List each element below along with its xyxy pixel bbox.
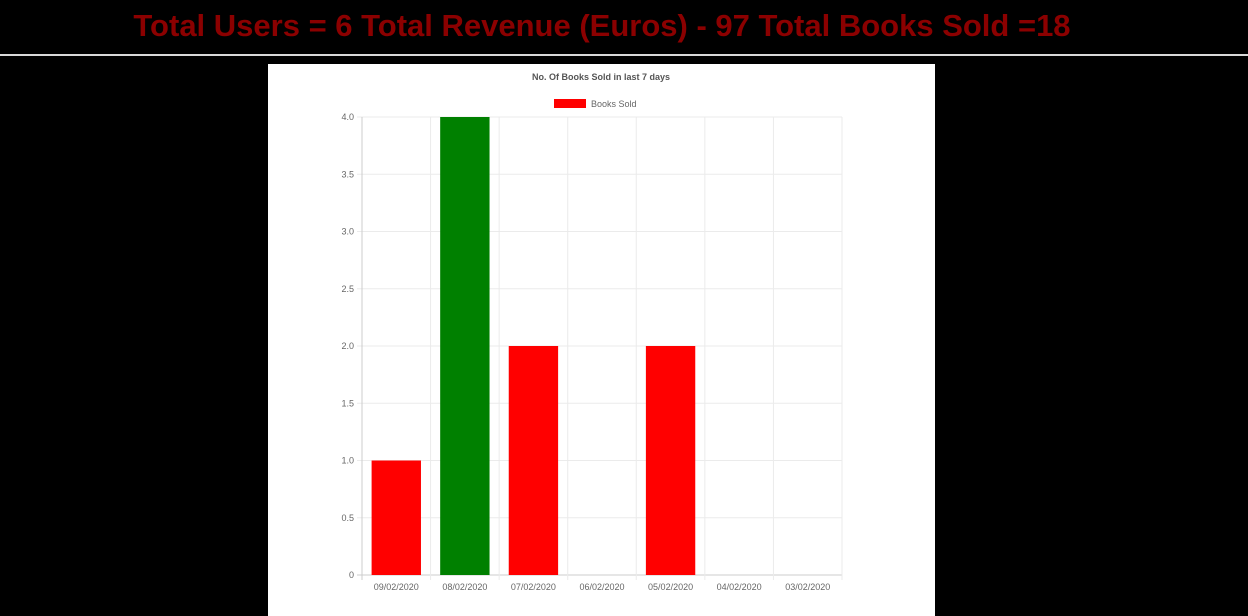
books-sold-chart-panel: No. Of Books Sold in last 7 days Books S… bbox=[268, 64, 935, 616]
x-tick-label: 07/02/2020 bbox=[511, 582, 556, 592]
bar-09-02-2020[interactable] bbox=[371, 460, 421, 576]
y-tick-label: 3.0 bbox=[341, 227, 354, 237]
bar-05-02-2020[interactable] bbox=[645, 346, 696, 575]
x-tick-label: 05/02/2020 bbox=[648, 582, 693, 592]
chart-grid bbox=[357, 116, 843, 580]
chart-title: No. Of Books Sold in last 7 days bbox=[532, 72, 670, 82]
legend-swatch-books-sold[interactable] bbox=[554, 99, 586, 108]
x-tick-label: 03/02/2020 bbox=[785, 582, 830, 592]
y-tick-label: 1.5 bbox=[341, 398, 354, 408]
summary-title: Total Users = 6 Total Revenue (Euros) - … bbox=[133, 8, 1071, 43]
x-tick-label: 04/02/2020 bbox=[717, 582, 762, 592]
y-axis-ticks: 0 0.5 1.0 1.5 2.0 2.5 3.0 3.5 4.0 bbox=[341, 112, 354, 580]
x-tick-label: 09/02/2020 bbox=[374, 582, 419, 592]
x-tick-label: 06/02/2020 bbox=[579, 582, 624, 592]
bar-07-02-2020[interactable] bbox=[508, 346, 559, 575]
y-tick-label: 1.0 bbox=[341, 456, 354, 466]
chart-bars bbox=[371, 117, 696, 576]
y-tick-label: 0.5 bbox=[341, 513, 354, 523]
chart-legend[interactable]: Books Sold bbox=[554, 99, 637, 109]
x-tick-label: 08/02/2020 bbox=[442, 582, 487, 592]
legend-label-books-sold[interactable]: Books Sold bbox=[591, 99, 637, 109]
x-axis-ticks: 09/02/2020 08/02/2020 07/02/2020 06/02/2020… bbox=[374, 582, 830, 592]
y-tick-label: 2.0 bbox=[341, 341, 354, 351]
y-tick-label: 0 bbox=[349, 570, 354, 580]
summary-header: Total Users = 6 Total Revenue (Euros) - … bbox=[0, 0, 1248, 54]
header-divider bbox=[0, 54, 1248, 56]
y-tick-label: 2.5 bbox=[341, 284, 354, 294]
y-tick-label: 4.0 bbox=[341, 112, 354, 122]
bar-08-02-2020[interactable] bbox=[440, 117, 490, 575]
y-tick-label: 3.5 bbox=[341, 169, 354, 179]
books-sold-bar-chart: No. Of Books Sold in last 7 days Books S… bbox=[341, 72, 843, 592]
